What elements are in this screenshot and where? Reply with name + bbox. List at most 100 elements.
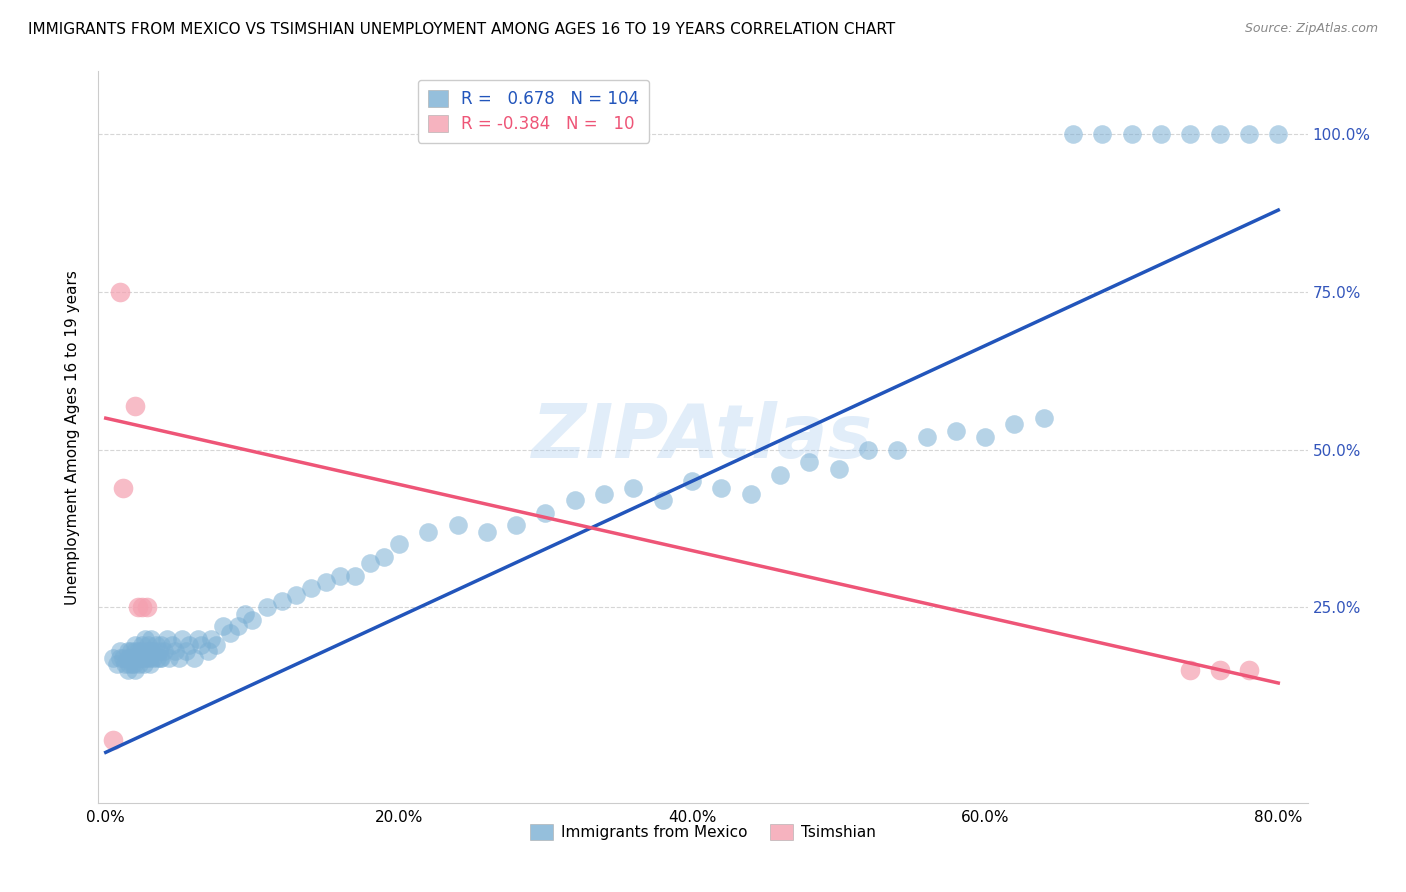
Point [256, 600, 278, 615]
Point [212, 619, 235, 633]
Point [129, 644, 152, 658]
Point [446, 518, 468, 533]
Point [149, 650, 172, 665]
Point [710, 481, 733, 495]
Point [150, 650, 173, 665]
Point [651, 493, 673, 508]
Point [1208, 664, 1230, 678]
Point [124, 664, 146, 678]
Point [856, 442, 879, 457]
Point [343, 569, 366, 583]
Legend: Immigrants from Mexico, Tsimshian: Immigrants from Mexico, Tsimshian [524, 818, 882, 847]
Point [118, 657, 141, 671]
Point [134, 632, 156, 646]
Point [1267, 128, 1289, 142]
Y-axis label: Unemployment Among Ages 16 to 19 years: Unemployment Among Ages 16 to 19 years [65, 269, 80, 605]
Point [388, 537, 411, 551]
Point [157, 650, 180, 665]
Point [107, 657, 129, 671]
Point [190, 638, 212, 652]
Point [131, 638, 153, 652]
Point [329, 569, 352, 583]
Point [117, 664, 139, 678]
Point [299, 582, 322, 596]
Point [150, 638, 173, 652]
Point [128, 657, 150, 671]
Point [156, 632, 179, 646]
Point [128, 650, 150, 665]
Point [1091, 128, 1114, 142]
Point [1121, 128, 1143, 142]
Text: Source: ZipAtlas.com: Source: ZipAtlas.com [1244, 22, 1378, 36]
Point [475, 524, 498, 539]
Point [176, 644, 198, 658]
Point [117, 644, 139, 658]
Point [135, 644, 157, 658]
Point [101, 732, 124, 747]
Point [141, 632, 163, 646]
Point [120, 644, 142, 658]
Point [135, 650, 157, 665]
Point [204, 638, 226, 652]
Point [101, 650, 124, 665]
Point [593, 487, 616, 501]
Point [179, 638, 201, 652]
Point [827, 461, 849, 475]
Point [1237, 664, 1260, 678]
Point [143, 644, 166, 658]
Point [240, 613, 263, 627]
Point [117, 650, 139, 665]
Point [145, 638, 167, 652]
Point [740, 487, 762, 501]
Point [170, 632, 193, 646]
Point [769, 467, 792, 482]
Point [505, 518, 527, 533]
Text: ZIPAtlas: ZIPAtlas [533, 401, 873, 474]
Point [197, 644, 219, 658]
Point [183, 650, 205, 665]
Point [1004, 417, 1026, 432]
Point [127, 600, 149, 615]
Point [160, 638, 183, 652]
Point [373, 549, 395, 564]
Point [121, 650, 143, 665]
Point [167, 650, 190, 665]
Point [799, 455, 821, 469]
Point [120, 650, 142, 665]
Point [131, 600, 153, 615]
Point [124, 644, 146, 658]
Point [127, 650, 149, 665]
Point [110, 650, 132, 665]
Point [1150, 128, 1173, 142]
Point [138, 650, 160, 665]
Point [621, 481, 644, 495]
Point [163, 644, 186, 658]
Point [153, 644, 176, 658]
Point [418, 524, 440, 539]
Point [122, 657, 145, 671]
Point [1180, 664, 1202, 678]
Point [134, 650, 156, 665]
Point [1208, 128, 1230, 142]
Point [112, 650, 135, 665]
Point [945, 424, 967, 438]
Point [110, 285, 132, 299]
Point [110, 644, 132, 658]
Point [127, 644, 149, 658]
Point [146, 650, 169, 665]
Point [124, 650, 146, 665]
Point [124, 638, 146, 652]
Text: IMMIGRANTS FROM MEXICO VS TSIMSHIAN UNEMPLOYMENT AMONG AGES 16 TO 19 YEARS CORRE: IMMIGRANTS FROM MEXICO VS TSIMSHIAN UNEM… [28, 22, 896, 37]
Point [114, 657, 136, 671]
Point [121, 657, 143, 671]
Point [1032, 411, 1054, 425]
Point [124, 399, 146, 413]
Point [915, 430, 938, 444]
Point [131, 650, 153, 665]
Point [315, 575, 337, 590]
Point [886, 442, 908, 457]
Point [142, 650, 165, 665]
Point [359, 556, 381, 570]
Point [974, 430, 997, 444]
Point [1062, 128, 1084, 142]
